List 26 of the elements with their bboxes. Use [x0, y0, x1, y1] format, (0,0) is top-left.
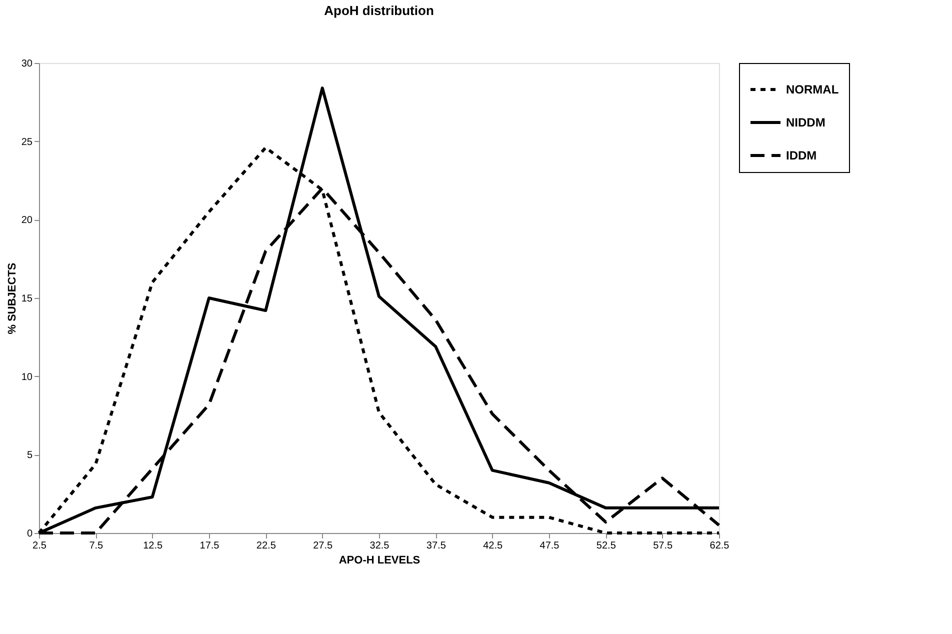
x-tick-label: 57.5	[653, 540, 673, 552]
x-tick-label: 42.5	[483, 540, 503, 552]
chart-title: ApoH distribution	[324, 3, 434, 18]
x-tick-label: 7.5	[89, 540, 104, 552]
x-tick-label: 17.5	[200, 540, 220, 552]
x-tick-label: 2.5	[32, 540, 47, 552]
y-tick-label: 15	[21, 294, 33, 304]
y-tick-label: 30	[21, 58, 33, 70]
x-tick-label: 47.5	[540, 540, 560, 552]
y-tick-label: 25	[21, 136, 33, 148]
x-tick-label: 27.5	[313, 540, 333, 552]
legend-label: IDDM	[786, 148, 817, 162]
legend-label: NIDDM	[786, 116, 826, 130]
y-tick-label: 20	[21, 215, 33, 226]
x-tick-label: 12.5	[143, 540, 163, 552]
y-tick-label: 0	[26, 528, 33, 540]
x-tick-label: 62.5	[710, 540, 730, 552]
y-axis-title: % SUBJECTS	[6, 262, 18, 334]
legend-label: NORMAL	[786, 82, 839, 96]
x-tick-label: 32.5	[370, 540, 390, 552]
x-tick-label: 22.5	[256, 540, 276, 552]
y-tick-label: 10	[21, 372, 33, 383]
y-tick-label: 5	[26, 450, 33, 462]
x-tick-label: 52.5	[596, 540, 616, 552]
x-tick-label: 37.5	[426, 540, 446, 552]
x-axis-title: APO-H LEVELS	[338, 554, 420, 566]
